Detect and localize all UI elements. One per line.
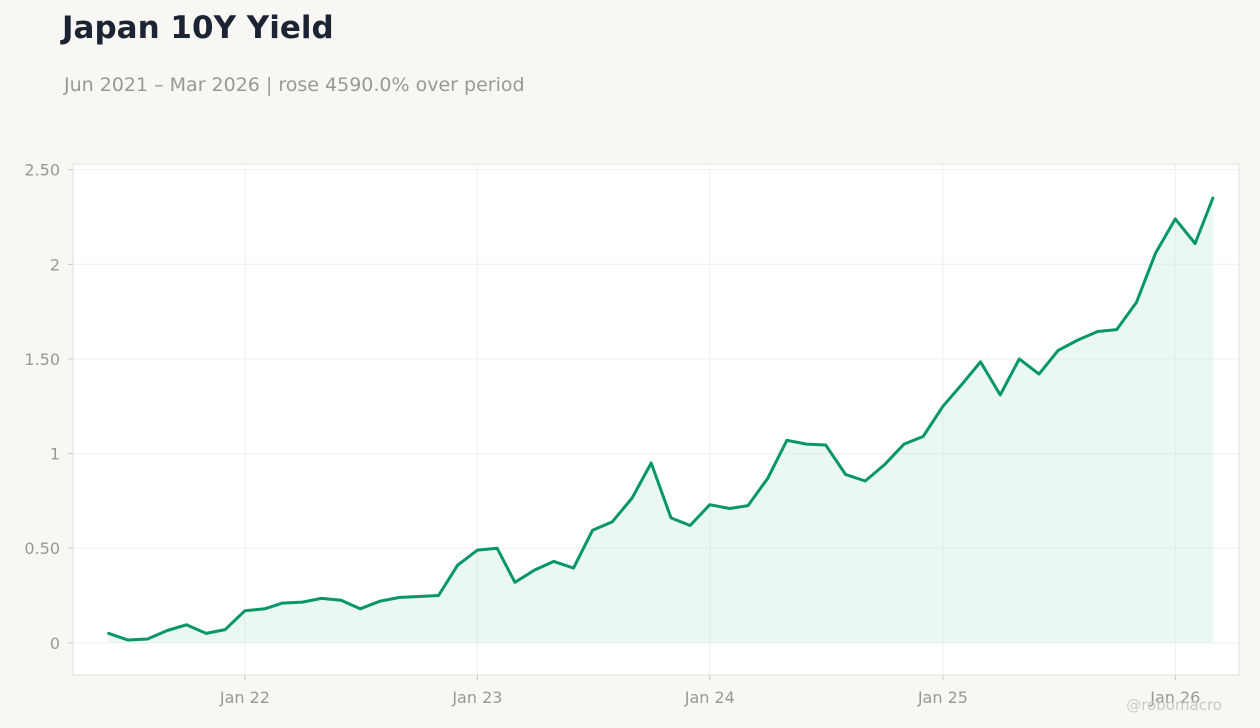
- data-point: [1174, 217, 1177, 220]
- series-path: [107, 196, 1215, 642]
- data-point: [1135, 301, 1138, 304]
- data-point: [747, 504, 750, 507]
- data-point: [1038, 373, 1041, 376]
- data-point: [708, 503, 711, 506]
- x-tick-label: Jan 24: [684, 688, 735, 707]
- data-point: [301, 601, 304, 604]
- plot-area: [72, 163, 1240, 676]
- data-point: [785, 439, 788, 442]
- chart-title: Japan 10Y Yield: [62, 10, 334, 46]
- data-point: [552, 560, 555, 563]
- data-point: [864, 480, 867, 483]
- data-point: [126, 639, 129, 642]
- data-point: [961, 382, 964, 385]
- data-point: [591, 529, 594, 532]
- data-point: [572, 567, 575, 570]
- data-point: [243, 609, 246, 612]
- data-point: [1115, 328, 1118, 331]
- data-point: [903, 443, 906, 446]
- data-point: [263, 607, 266, 610]
- y-tick-label: 2.50: [24, 161, 60, 180]
- data-point: [650, 462, 653, 465]
- data-point: [844, 473, 847, 476]
- chart-subtitle: Jun 2021 – Mar 2026 | rose 4590.0% over …: [64, 74, 525, 96]
- x-axis: Jan 22 Jan 23 Jan 24 Jan 25 Jan 26: [219, 675, 1200, 707]
- watermark: @robomacro: [1126, 696, 1222, 714]
- data-point: [611, 520, 614, 523]
- x-tick-label: Jan 26: [1149, 688, 1200, 707]
- data-point: [533, 569, 536, 572]
- data-point: [999, 393, 1002, 396]
- data-point: [496, 547, 499, 550]
- data-point: [1211, 197, 1214, 200]
- data-point: [1154, 252, 1157, 255]
- data-point: [728, 507, 731, 510]
- data-point: [689, 524, 692, 527]
- data-point: [1057, 349, 1060, 352]
- data-point: [766, 477, 769, 480]
- y-tick-label: 1.50: [24, 350, 60, 369]
- series-area: [108, 198, 1213, 643]
- data-point: [107, 632, 110, 635]
- data-point: [185, 623, 188, 626]
- data-point: [1076, 339, 1079, 342]
- data-point: [883, 463, 886, 466]
- data-point: [146, 638, 149, 641]
- data-point: [1194, 242, 1197, 245]
- data-point: [224, 628, 227, 631]
- data-point: [631, 497, 634, 500]
- x-tick-label: Jan 25: [917, 688, 968, 707]
- x-tick-label: Jan 23: [451, 688, 502, 707]
- data-point: [941, 405, 944, 408]
- y-tick-label: 1: [50, 445, 60, 464]
- x-tick-label: Jan 22: [219, 688, 270, 707]
- series-line: [107, 196, 1215, 642]
- y-tick-label: 0.50: [24, 539, 60, 558]
- data-point: [398, 596, 401, 599]
- y-axis: 0 0.50 1 1.50 2 2.50: [24, 161, 73, 653]
- data-point: [456, 564, 459, 567]
- area-fill: [108, 198, 1213, 643]
- data-point: [922, 435, 925, 438]
- data-point: [513, 581, 516, 584]
- data-point: [281, 602, 284, 605]
- data-point: [1096, 330, 1099, 333]
- data-point: [359, 607, 362, 610]
- data-point: [417, 595, 420, 598]
- data-point: [378, 600, 381, 603]
- data-point: [166, 629, 169, 632]
- y-tick-label: 0: [50, 634, 60, 653]
- data-point: [205, 632, 208, 635]
- data-point: [437, 594, 440, 597]
- grid-lines: [73, 164, 1239, 675]
- data-point: [979, 360, 982, 363]
- data-point: [670, 516, 673, 519]
- data-point: [320, 597, 323, 600]
- data-point: [1018, 357, 1021, 360]
- data-point: [805, 443, 808, 446]
- data-point: [824, 444, 827, 447]
- y-tick-label: 2: [50, 255, 60, 274]
- data-point: [340, 599, 343, 602]
- data-point: [476, 549, 479, 552]
